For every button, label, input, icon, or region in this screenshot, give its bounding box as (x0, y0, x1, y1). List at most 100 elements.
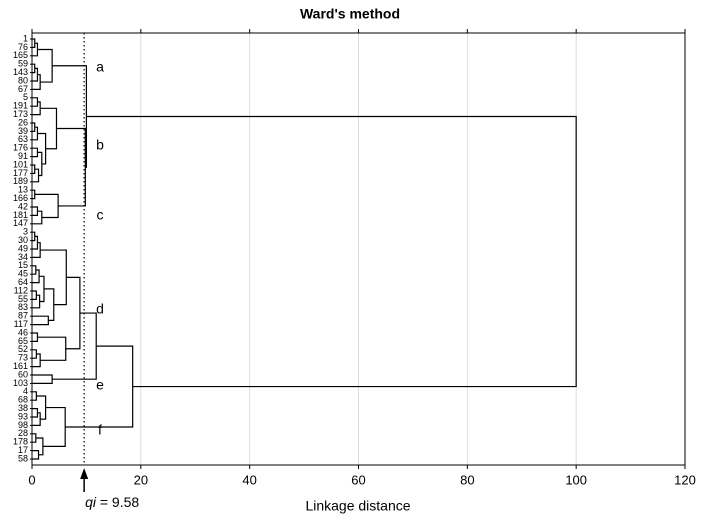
merge-link (32, 147, 39, 158)
leaf-label: 83 (18, 302, 28, 312)
leaf-label: 5 (23, 92, 28, 102)
leaf-label: 181 (13, 210, 28, 220)
x-tick-label: 20 (134, 472, 148, 487)
leaf-label: 58 (18, 453, 28, 463)
x-tick-label: 40 (242, 472, 256, 487)
merge-link (32, 412, 41, 426)
leaf-label: 173 (13, 109, 28, 119)
leaf-label: 101 (13, 159, 28, 169)
threshold-label: qi = 9.58 (85, 494, 139, 510)
merge-link (32, 374, 53, 384)
x-axis-label: Linkage distance (305, 498, 410, 514)
merge-link (32, 74, 41, 90)
chart-title: Ward's method (300, 6, 400, 22)
leaf-label: 60 (18, 369, 28, 379)
merge-link (32, 433, 37, 443)
x-tick-label: 100 (565, 472, 587, 487)
leaf-label: 38 (18, 403, 28, 413)
leaf-label: 46 (18, 327, 28, 337)
merge-link (32, 164, 36, 174)
leaf-label: 49 (18, 243, 28, 253)
x-tick-label: 60 (351, 472, 365, 487)
leaf-label: 87 (18, 311, 28, 321)
merge-link (86, 115, 577, 388)
merge-link (32, 101, 41, 116)
x-tick-label: 0 (28, 472, 35, 487)
leaf-label: 177 (13, 168, 28, 178)
merge-link (52, 312, 97, 380)
leaf-label: 4 (23, 386, 28, 396)
cluster-label: c (97, 207, 104, 223)
leaf-label: 80 (18, 75, 28, 85)
leaf-label: 34 (18, 252, 28, 262)
leaf-label: 3 (23, 227, 28, 237)
merge-link (32, 349, 37, 359)
leaf-label: 42 (18, 201, 28, 211)
leaf-label: 68 (18, 395, 28, 405)
leaf-label: 176 (13, 143, 28, 153)
leaf-label: 67 (18, 84, 28, 94)
cluster-label: f (98, 422, 102, 438)
leaf-label: 93 (18, 411, 28, 421)
merge-link (32, 332, 39, 342)
merge-link (65, 276, 81, 350)
leaf-label: 39 (18, 126, 28, 136)
merge-link (32, 450, 40, 460)
leaf-label: 59 (18, 59, 28, 69)
merge-link (32, 391, 37, 401)
leaf-label: 91 (18, 151, 28, 161)
merge-link (42, 406, 66, 447)
leaf-label: 147 (13, 218, 28, 228)
merge-link (32, 38, 36, 48)
merge-link (32, 408, 39, 418)
merge-link (32, 315, 49, 326)
leaf-label: 55 (18, 294, 28, 304)
merge-link (32, 97, 39, 107)
merge-link (32, 63, 36, 74)
merge-link (32, 189, 36, 200)
leaf-label: 52 (18, 344, 28, 354)
leaf-label: 15 (18, 260, 28, 270)
leaf-label: 30 (18, 235, 28, 245)
leaf-label: 191 (13, 101, 28, 111)
leaf-label: 166 (13, 193, 28, 203)
leaf-label: 63 (18, 134, 28, 144)
x-tick-label: 80 (460, 472, 474, 487)
cluster-label: e (96, 377, 104, 393)
merge-link (32, 122, 36, 132)
merge-link (40, 107, 58, 150)
leaf-label: 1 (23, 33, 28, 43)
leaf-label: 161 (13, 361, 28, 371)
merge-link (37, 336, 67, 361)
merge-link (32, 231, 36, 242)
cluster-label: d (96, 301, 104, 317)
merge-link (32, 206, 39, 216)
leaf-label: 112 (14, 285, 28, 295)
merge-link (56, 127, 86, 207)
threshold-arrow-head (80, 468, 89, 479)
cluster-label: b (96, 137, 104, 153)
merge-link (52, 65, 88, 168)
leaf-label: 76 (18, 42, 28, 52)
merge-link (32, 294, 41, 309)
leaf-label: 165 (13, 50, 28, 60)
leaf-label: 189 (13, 176, 28, 186)
leaf-label: 178 (13, 437, 28, 447)
leaf-label: 13 (18, 185, 28, 195)
leaf-label: 98 (18, 420, 28, 430)
threshold-symbol: qi (85, 494, 97, 510)
x-tick-label: 120 (674, 472, 696, 487)
leaf-label: 26 (18, 117, 28, 127)
merge-link (34, 193, 59, 219)
leaf-label: 17 (18, 445, 28, 455)
merge-link (32, 242, 41, 258)
threshold-value: = 9.58 (96, 494, 139, 510)
leaf-label: 65 (18, 336, 28, 346)
leaf-label: 64 (18, 277, 28, 287)
merge-link (32, 290, 37, 300)
leaf-label: 45 (18, 269, 28, 279)
merge-link (35, 437, 44, 456)
leaf-label: 28 (18, 428, 28, 438)
leaf-label: 143 (13, 67, 28, 77)
